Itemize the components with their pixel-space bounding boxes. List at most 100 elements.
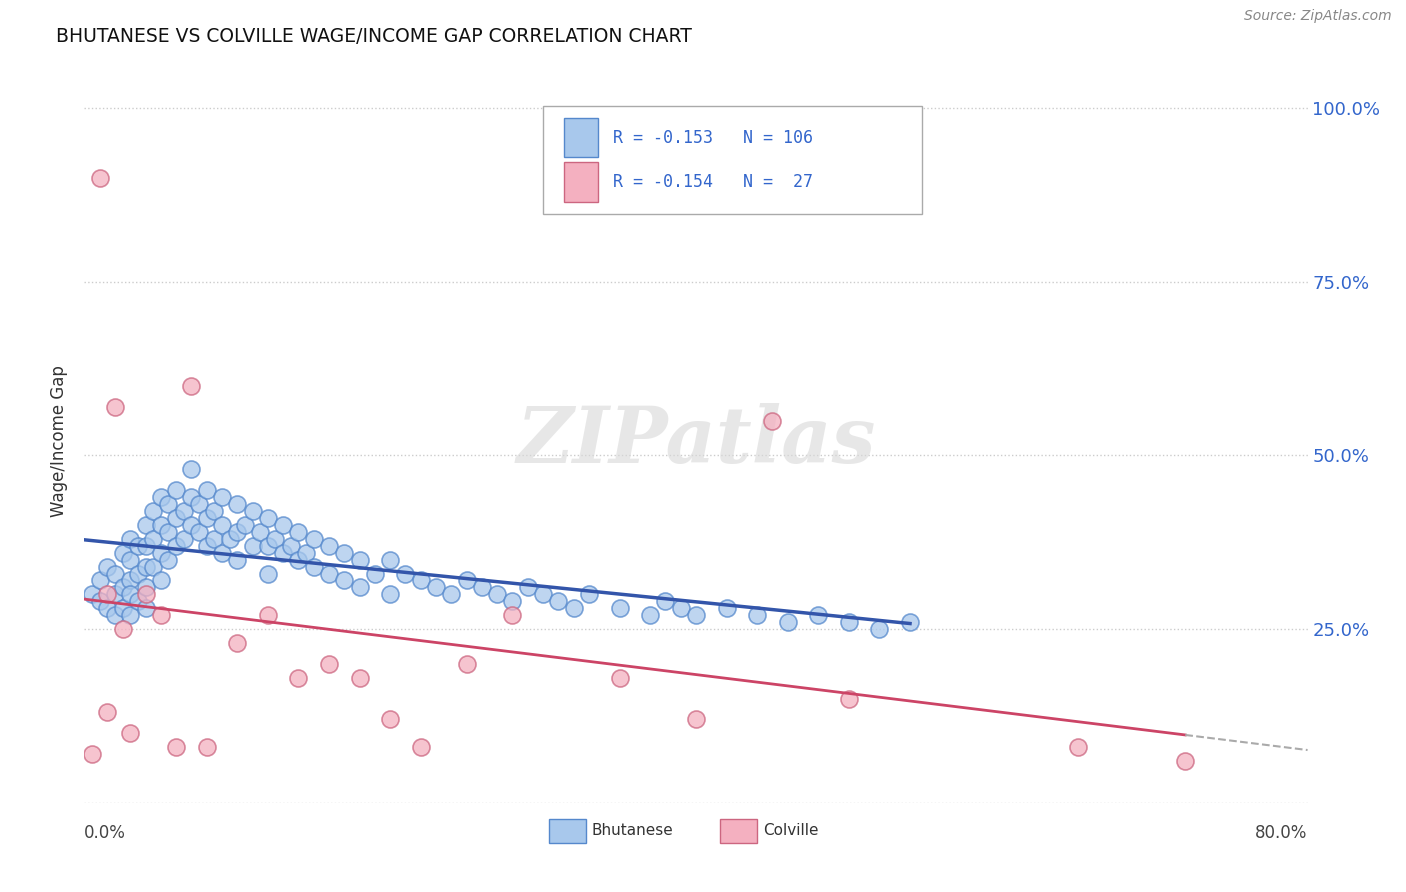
Point: [173, 532, 195, 546]
Point: [287, 671, 309, 685]
FancyBboxPatch shape: [543, 105, 922, 214]
Point: [226, 636, 249, 650]
Point: [135, 559, 157, 574]
Point: [638, 608, 661, 623]
Point: [257, 539, 280, 553]
Point: [271, 517, 294, 532]
Point: [96, 587, 118, 601]
Point: [195, 740, 218, 755]
Point: [165, 539, 187, 553]
Point: [80, 587, 103, 601]
Point: [195, 511, 218, 525]
Point: [302, 532, 325, 546]
FancyBboxPatch shape: [564, 162, 598, 202]
Point: [89, 170, 111, 185]
Point: [120, 532, 142, 546]
Point: [249, 524, 271, 539]
Point: [349, 581, 371, 595]
Point: [96, 706, 118, 720]
Point: [165, 511, 187, 525]
Point: [127, 566, 149, 581]
Point: [180, 517, 202, 532]
Point: [165, 483, 187, 498]
Point: [157, 524, 180, 539]
FancyBboxPatch shape: [720, 820, 758, 843]
Point: [202, 532, 225, 546]
Point: [211, 546, 233, 560]
Point: [807, 608, 830, 623]
Point: [157, 552, 180, 566]
Point: [295, 546, 318, 560]
Point: [257, 511, 280, 525]
Point: [425, 581, 447, 595]
Point: [233, 517, 256, 532]
Point: [89, 594, 111, 608]
Point: [669, 601, 692, 615]
Point: [333, 574, 356, 588]
Point: [120, 552, 142, 566]
Text: ZIPatlas: ZIPatlas: [516, 403, 876, 480]
Point: [547, 594, 569, 608]
Point: [471, 581, 494, 595]
Point: [287, 524, 309, 539]
Text: 0.0%: 0.0%: [84, 824, 127, 842]
Point: [440, 587, 463, 601]
Point: [127, 539, 149, 553]
Point: [127, 594, 149, 608]
Point: [120, 574, 142, 588]
Point: [654, 594, 676, 608]
Point: [202, 504, 225, 518]
Y-axis label: Wage/Income Gap: Wage/Income Gap: [51, 366, 69, 517]
Point: [96, 559, 118, 574]
Point: [1067, 740, 1090, 755]
Point: [135, 587, 157, 601]
Point: [531, 587, 554, 601]
Point: [516, 581, 538, 595]
Point: [302, 559, 325, 574]
Point: [142, 504, 165, 518]
Point: [318, 566, 340, 581]
Point: [456, 574, 478, 588]
Point: [869, 622, 891, 636]
Point: [188, 524, 211, 539]
Point: [80, 747, 103, 761]
Point: [120, 608, 142, 623]
Point: [226, 552, 249, 566]
Point: [838, 615, 860, 630]
Point: [218, 532, 240, 546]
Text: R = -0.154   N =  27: R = -0.154 N = 27: [613, 173, 813, 191]
Text: Bhutanese: Bhutanese: [592, 822, 673, 838]
Point: [135, 539, 157, 553]
Point: [333, 546, 356, 560]
Point: [195, 483, 218, 498]
Point: [409, 740, 432, 755]
Point: [120, 587, 142, 601]
Text: Colville: Colville: [763, 822, 818, 838]
Point: [364, 566, 387, 581]
Text: 80.0%: 80.0%: [1256, 824, 1308, 842]
Point: [104, 400, 127, 414]
Point: [226, 524, 249, 539]
Point: [287, 552, 309, 566]
Point: [502, 608, 524, 623]
Point: [149, 517, 172, 532]
Point: [685, 713, 707, 727]
Point: [486, 587, 509, 601]
Point: [242, 539, 264, 553]
Point: [135, 581, 157, 595]
Point: [380, 587, 402, 601]
Point: [242, 504, 264, 518]
Text: R = -0.153   N = 106: R = -0.153 N = 106: [613, 128, 813, 146]
Point: [104, 566, 127, 581]
Point: [111, 546, 134, 560]
Point: [257, 608, 280, 623]
FancyBboxPatch shape: [550, 820, 586, 843]
Point: [180, 462, 202, 476]
Point: [188, 497, 211, 511]
Point: [502, 594, 524, 608]
Text: Source: ZipAtlas.com: Source: ZipAtlas.com: [1244, 9, 1392, 23]
Point: [1174, 754, 1197, 768]
Point: [211, 490, 233, 504]
Point: [280, 539, 302, 553]
Point: [211, 517, 233, 532]
